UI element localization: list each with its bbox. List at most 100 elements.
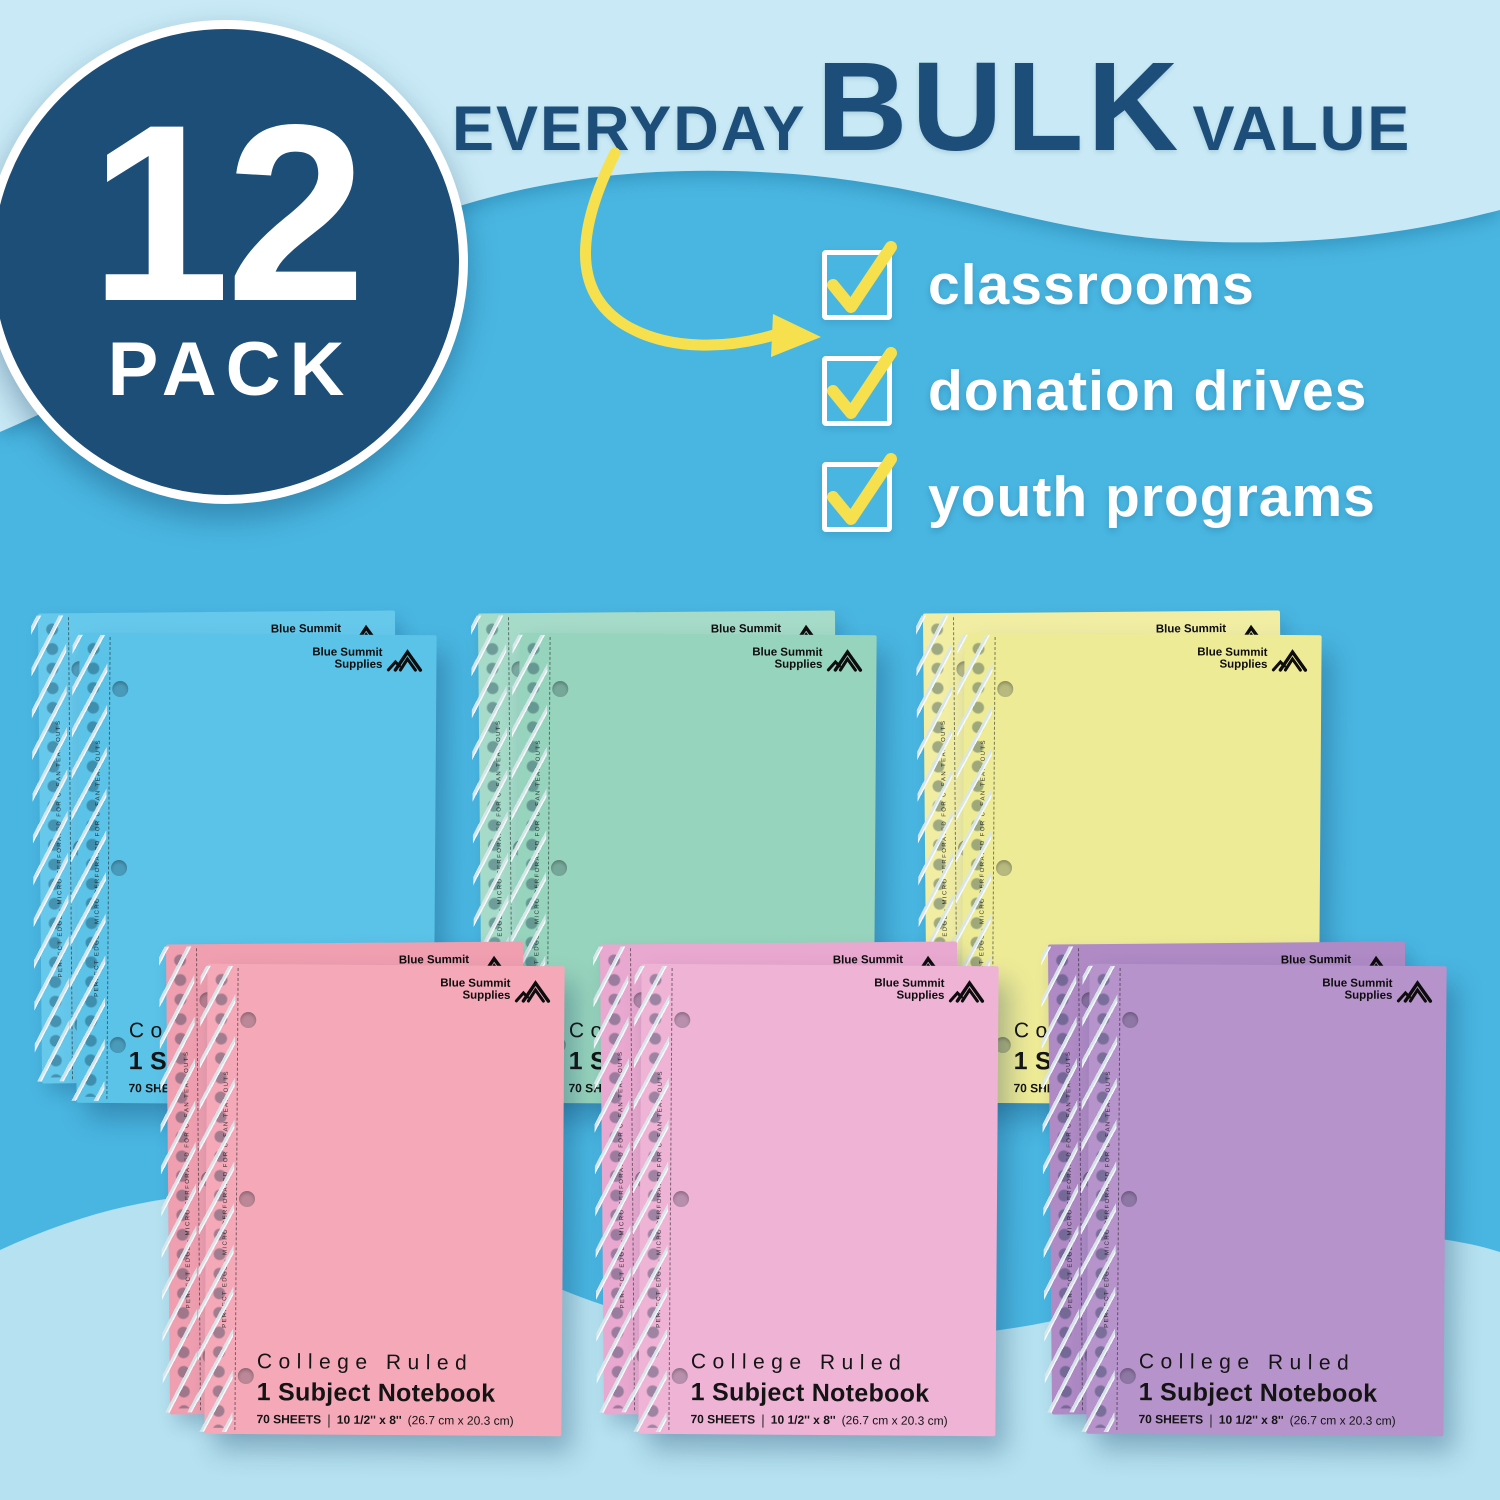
brand-name: Blue Summit Supplies	[1322, 977, 1392, 1002]
specs-line: 70 SHEETS | 10 1/2'' x 8'' (26.7 cm x 20…	[256, 1411, 514, 1428]
notebook-pair-pastel-yellow: PERFECT EDGE - MICRO PERFORATED FOR CLEA…	[915, 610, 1322, 1106]
punch-hole	[240, 1011, 257, 1029]
brand-line2: Supplies	[774, 658, 823, 672]
punch-hole	[112, 680, 129, 698]
punch-hole	[1122, 1011, 1139, 1029]
checkbox-checked-icon	[822, 347, 897, 426]
brand-logo: Blue Summit Supplies	[312, 646, 423, 673]
brand-name: Blue Summit Supplies	[1197, 646, 1267, 671]
subject-label: 1 Subject Notebook	[1138, 1378, 1378, 1408]
perforation-line	[234, 967, 239, 1430]
notebook-cover-front: PERFECT EDGE - MICRO PERFORATED FOR CLEA…	[954, 632, 1322, 1106]
brand-line2: Supplies	[1219, 658, 1268, 672]
punch-hole	[238, 1190, 256, 1208]
punch-hole	[552, 680, 569, 698]
checkbox-checked-icon	[822, 241, 897, 320]
dimensions-inches: 10 1/2'' x 8''	[1218, 1412, 1284, 1428]
specs-line: 70 SHEETS | 10 1/2'' x 8'' (26.7 cm x 20…	[690, 1411, 948, 1428]
checklist-label: donation drives	[928, 359, 1368, 423]
mountain-logo-icon	[826, 649, 863, 672]
headline-word-bulk: BULK	[816, 36, 1183, 177]
dimensions-cm: (26.7 cm x 20.3 cm)	[407, 1413, 514, 1428]
checkbox-checked-icon	[822, 453, 897, 532]
perforation-line	[668, 967, 673, 1430]
notebook-cover-front: PERFECT EDGE - MICRO PERFORATED FOR CLEA…	[1079, 963, 1447, 1437]
notebook-pair-blue: PERFECT EDGE - MICRO PERFORATED FOR CLEA…	[30, 610, 437, 1106]
punch-hole	[237, 1367, 254, 1385]
punch-hole	[109, 1036, 126, 1054]
brand-line2: Supplies	[896, 989, 945, 1003]
checklist: classrooms donation drives youth program…	[822, 241, 1376, 570]
brand-line1: Blue Summit	[874, 977, 945, 990]
punch-hole	[1120, 1190, 1138, 1208]
checklist-item-classrooms: classrooms	[822, 241, 1376, 320]
headline: EVERYDAYBULK VALUE	[452, 34, 1411, 179]
notebook-cover-front: PERFECT EDGE - MICRO PERFORATED FOR CLEA…	[631, 963, 999, 1437]
mountain-logo-icon	[1271, 649, 1308, 672]
brand-name: Blue Summit Supplies	[440, 977, 510, 1002]
notebook-cover-front: PERFECT EDGE - MICRO PERFORATED FOR CLEA…	[197, 963, 565, 1437]
mountain-logo-icon	[1396, 980, 1433, 1003]
brand-line1: Blue Summit	[312, 646, 383, 659]
cover-info: College Ruled 1 Subject Notebook 70 SHEE…	[1138, 1350, 1396, 1429]
perforation-line	[106, 636, 111, 1099]
brand-logo: Blue Summit Supplies	[874, 977, 985, 1004]
brand-logo: Blue Summit Supplies	[1322, 977, 1433, 1004]
headline-word-value: VALUE	[1192, 94, 1412, 164]
sheet-count: 70 SHEETS	[256, 1412, 322, 1427]
brand-line1: Blue Summit	[1322, 977, 1393, 990]
notebook-pair-mint-green: PERFECT EDGE - MICRO PERFORATED FOR CLEA…	[470, 610, 877, 1106]
brand-logo: Blue Summit Supplies	[440, 977, 551, 1004]
punch-hole	[997, 680, 1014, 698]
ruling-label: College Ruled	[690, 1350, 908, 1375]
sheet-count: 70 SHEETS	[1138, 1412, 1204, 1427]
punch-hole	[671, 1367, 688, 1385]
brand-line1: Blue Summit	[752, 646, 823, 659]
brand-line2: Supplies	[334, 658, 383, 672]
brand-name: Blue Summit Supplies	[752, 646, 822, 671]
ruling-label: College Ruled	[256, 1350, 474, 1375]
checklist-label: classrooms	[928, 253, 1255, 317]
brand-name: Blue Summit Supplies	[874, 977, 944, 1002]
dimensions-inches: 10 1/2'' x 8''	[336, 1412, 402, 1428]
notebook-pair-purple: PERFECT EDGE - MICRO PERFORATED FOR CLEA…	[1040, 941, 1447, 1437]
brand-logo: Blue Summit Supplies	[752, 646, 863, 673]
perforation-text: PERFECT EDGE - MICRO PERFORATED FOR CLEA…	[94, 739, 102, 997]
punch-hole	[550, 859, 568, 877]
punch-hole	[672, 1190, 690, 1208]
punch-hole	[1119, 1367, 1136, 1385]
cover-info: College Ruled 1 Subject Notebook 70 SHEE…	[690, 1350, 948, 1429]
ruling-label: College Ruled	[1138, 1350, 1356, 1375]
notebook-cover-front: PERFECT EDGE - MICRO PERFORATED FOR CLEA…	[509, 632, 877, 1106]
checklist-item-youth-programs: youth programs	[822, 453, 1376, 532]
pack-count-badge: 12 PACK	[0, 20, 468, 504]
notebook-pair-pink: PERFECT EDGE - MICRO PERFORATED FOR CLEA…	[158, 941, 565, 1437]
checklist-item-donation-drives: donation drives	[822, 347, 1376, 426]
headline-word-everyday: EVERYDAY	[452, 94, 807, 164]
brand-line2: Supplies	[1344, 989, 1393, 1003]
subject-label: 1 Subject Notebook	[256, 1378, 496, 1408]
mountain-logo-icon	[386, 649, 423, 672]
curved-arrow-icon	[580, 147, 821, 357]
brand-line2: Supplies	[462, 989, 511, 1003]
pack-label: PACK	[107, 326, 354, 412]
checklist-label: youth programs	[928, 465, 1376, 529]
brand-name: Blue Summit Supplies	[312, 646, 382, 671]
punch-hole	[674, 1011, 691, 1029]
subject-label: 1 Subject Notebook	[690, 1378, 930, 1408]
notebook-cover-front: PERFECT EDGE - MICRO PERFORATED FOR CLEA…	[69, 632, 437, 1106]
mountain-logo-icon	[948, 980, 985, 1003]
mountain-logo-icon	[514, 980, 551, 1003]
dimensions-cm: (26.7 cm x 20.3 cm)	[841, 1413, 948, 1428]
notebook-pair-orchid-pink: PERFECT EDGE - MICRO PERFORATED FOR CLEA…	[592, 941, 999, 1437]
brand-line1: Blue Summit	[440, 977, 511, 990]
pack-count: 12	[89, 73, 366, 355]
cover-info: College Ruled 1 Subject Notebook 70 SHEE…	[256, 1350, 514, 1429]
perforation-text: PERFECT EDGE - MICRO PERFORATED FOR CLEA…	[222, 1070, 230, 1328]
specs-line: 70 SHEETS | 10 1/2'' x 8'' (26.7 cm x 20…	[1138, 1411, 1396, 1428]
sheet-count: 70 SHEETS	[690, 1412, 756, 1427]
brand-logo: Blue Summit Supplies	[1197, 646, 1308, 673]
perforation-line	[1116, 967, 1121, 1430]
brand-line1: Blue Summit	[1197, 646, 1268, 659]
